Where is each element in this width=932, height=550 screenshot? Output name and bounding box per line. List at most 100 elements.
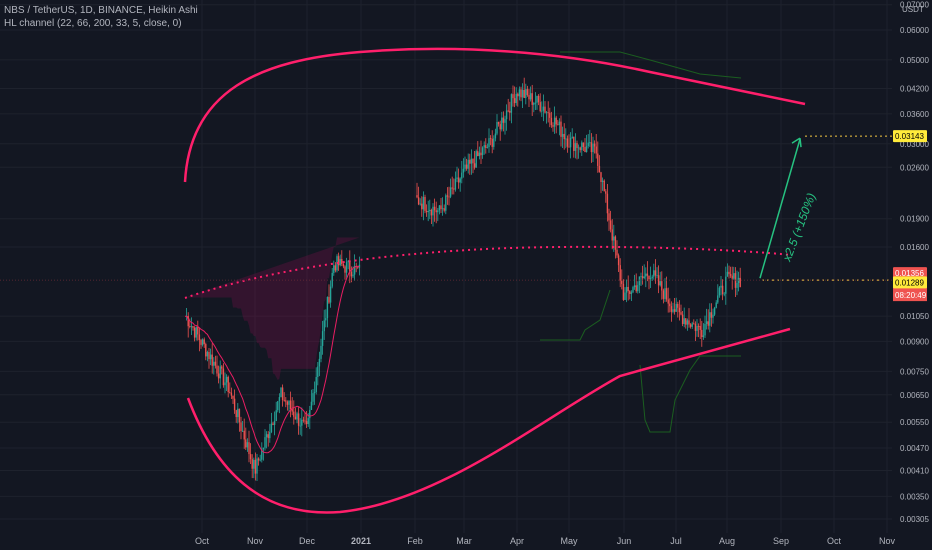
candle-body [221,366,223,369]
candle-body [481,147,484,156]
candle-body [283,399,285,401]
candle-body [619,265,621,281]
candle-body [582,142,585,148]
last-price-badge: 0.01356 [895,269,924,278]
candle-body [691,323,693,327]
candle-body [523,89,525,98]
price-tick-label: 0.00550 [900,418,929,427]
grid [0,0,892,533]
candle-body [611,229,613,241]
candle-body [459,178,461,183]
candle-body [323,320,325,332]
candle-body [493,138,495,147]
candle-body [451,187,453,189]
price-tick-label: 0.05000 [900,56,929,65]
candle-body [353,265,356,275]
candle-body [499,124,501,130]
candle-body [529,93,532,100]
candle-body [606,193,609,214]
candle-body [246,442,249,448]
candle-body [566,138,569,147]
candle-body [190,326,193,327]
candle-body [598,165,601,173]
candle-body [721,285,724,295]
candle-body [622,283,625,300]
price-tick-label: 0.07000 [900,1,929,10]
candle-body [568,146,570,148]
candle-body [203,339,205,345]
candle-body [574,143,577,151]
target-arrow [759,138,801,279]
candle-body [198,334,201,341]
candle-body [489,138,492,140]
candle-body [331,272,333,287]
candle-body [739,277,741,288]
candle-body [633,285,636,288]
price-tick-label: 0.00350 [900,492,929,501]
candle-body [288,400,290,405]
candle-body [701,329,703,338]
candle-body [477,151,479,157]
candle-body [643,276,645,279]
price-tick-label: 0.06000 [900,26,929,35]
candle-body [275,410,277,422]
candle-body [462,168,465,173]
candle-body [232,395,234,399]
candle-body [550,117,553,126]
candle-body [657,275,660,286]
candle-body [555,117,557,125]
candle-body [680,312,682,315]
candle-body [728,271,730,275]
candle-body [241,430,244,432]
candle-body [475,151,477,168]
candle-body [427,210,429,213]
candle-body [329,286,332,303]
candle-body [240,422,242,432]
candle-body [601,180,604,182]
candle-body [629,290,631,294]
candle-body [733,273,735,279]
candle-body [328,296,330,303]
candle-body [453,188,455,190]
price-tick-label: 0.01600 [900,243,929,252]
candle-body [725,276,727,294]
price-tick-label: 0.02600 [900,163,929,172]
candle-body [637,285,639,292]
candle-body [587,142,589,147]
candle-body [419,203,421,205]
candle-body [694,323,697,331]
candle-body [641,276,644,279]
countdown-badge: 08:20:49 [895,291,927,300]
candle-body [286,401,289,405]
candle-body [715,302,717,308]
candle-body [504,119,506,123]
candle-body [216,365,218,374]
candle-body [318,358,321,367]
candle-body [723,293,725,295]
candle-body [513,98,516,104]
candle-body [430,209,433,216]
candle-body [457,177,460,183]
candle-body [280,387,282,398]
candle-body [697,325,700,327]
candle-body [617,255,620,266]
candle-body [251,459,253,469]
candle-body [206,352,209,357]
candle-body [645,273,647,277]
candle-body [673,309,676,312]
candle-body [533,102,535,105]
candle-body [358,264,361,268]
candle-body [590,142,593,153]
candle-body [205,344,207,357]
candle-body [683,318,685,324]
candle-body [534,102,537,104]
candle-body [213,361,215,366]
candle-body [208,352,210,360]
candle-body [421,203,423,210]
candle-body [614,236,617,250]
indicator-legend: HL channel (22, 66, 200, 33, 5, close, 0… [4,18,182,29]
candle-body [473,163,476,168]
candle-body [277,401,279,411]
